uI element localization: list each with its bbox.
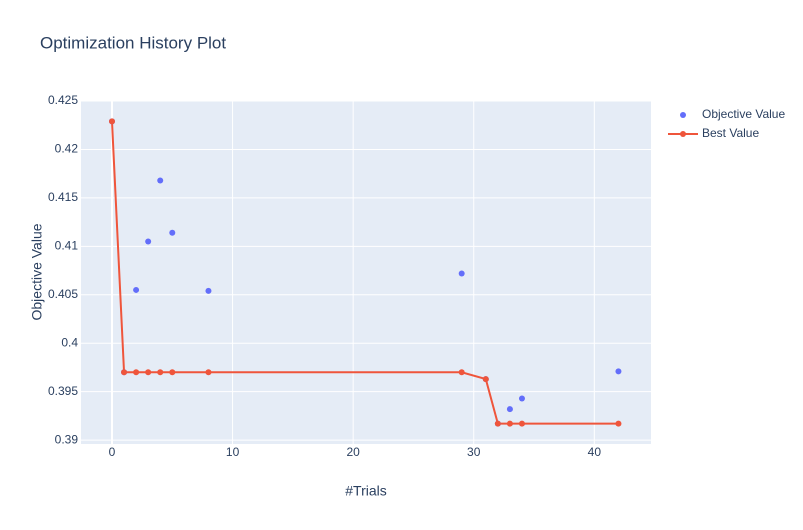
x-tick-label: 0 xyxy=(109,445,116,459)
point xyxy=(157,369,164,376)
legend-label: Best Value xyxy=(702,126,759,140)
point xyxy=(506,420,513,427)
point xyxy=(615,420,622,427)
point xyxy=(518,420,525,427)
point xyxy=(157,177,164,184)
point xyxy=(482,376,489,383)
legend-marker xyxy=(680,131,686,137)
point xyxy=(205,287,212,294)
x-tick-label: 30 xyxy=(467,445,481,459)
x-tick-label: 40 xyxy=(588,445,602,459)
point xyxy=(121,369,128,376)
y-tick-label: 0.415 xyxy=(48,190,78,204)
point xyxy=(108,118,115,125)
x-axis-title: #Trials xyxy=(345,483,387,499)
legend-label: Objective Value xyxy=(702,107,785,121)
point xyxy=(169,229,176,236)
point xyxy=(145,238,152,245)
y-tick-label: 0.41 xyxy=(55,239,79,253)
point xyxy=(458,369,465,376)
point xyxy=(494,420,501,427)
point xyxy=(133,286,140,293)
plot-area xyxy=(81,101,651,444)
y-tick-label: 0.4 xyxy=(61,335,78,349)
legend-marker xyxy=(680,112,686,118)
y-tick-label: 0.39 xyxy=(55,432,79,446)
point xyxy=(169,369,176,376)
point xyxy=(615,368,622,375)
point xyxy=(133,369,140,376)
y-tick-label: 0.405 xyxy=(48,287,78,301)
point xyxy=(145,369,152,376)
y-tick-label: 0.42 xyxy=(55,142,79,156)
chart-title: Optimization History Plot xyxy=(40,33,226,52)
x-tick-label: 10 xyxy=(226,445,240,459)
x-tick-label: 20 xyxy=(346,445,360,459)
marks xyxy=(108,118,622,427)
point xyxy=(458,270,465,277)
point xyxy=(205,369,212,376)
point xyxy=(506,406,513,413)
grid xyxy=(81,100,651,444)
y-tick-label: 0.425 xyxy=(48,93,78,107)
y-tick-label: 0.395 xyxy=(48,384,78,398)
point xyxy=(518,395,525,402)
y-axis-title: Objective Value xyxy=(29,223,45,320)
